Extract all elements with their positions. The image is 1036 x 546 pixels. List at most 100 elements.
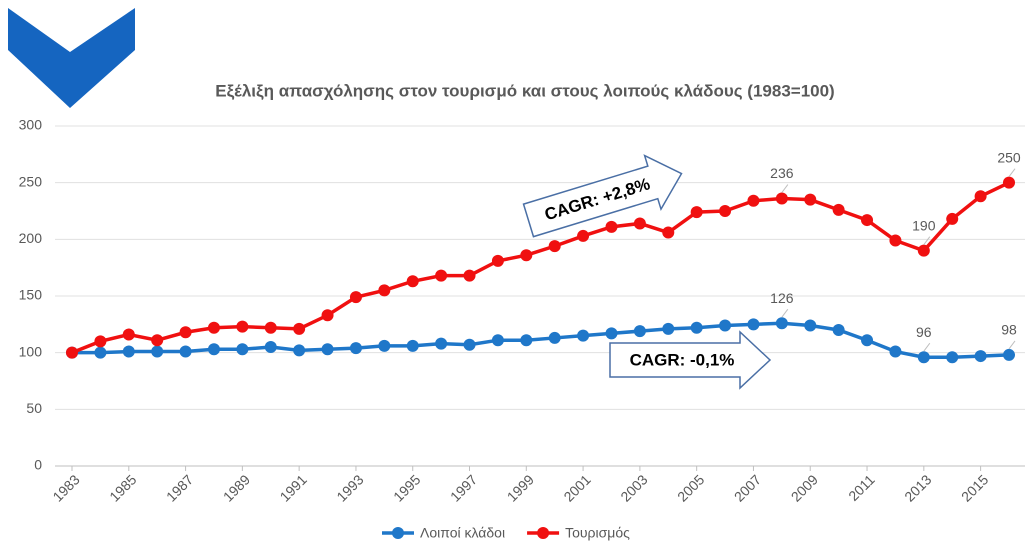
- annotation-arrow: [522, 154, 683, 238]
- legend-label: Λοιποί κλάδοι: [420, 525, 505, 541]
- data-label: 250: [997, 149, 1021, 165]
- data-label: 236: [770, 165, 794, 181]
- data-label: 126: [770, 290, 794, 306]
- point: [719, 205, 732, 217]
- point: [889, 345, 902, 358]
- point: [207, 343, 220, 356]
- label-leader: [1008, 340, 1016, 350]
- point: [662, 226, 675, 239]
- x-tick-label: 1993: [333, 471, 366, 504]
- point: [832, 324, 845, 336]
- label-leader: [781, 184, 789, 193]
- x-tick-label: 1983: [49, 471, 82, 504]
- point: [207, 321, 220, 334]
- logo-chevron: [8, 8, 135, 108]
- y-tick-label: 50: [26, 400, 42, 416]
- label-leader: [923, 236, 931, 245]
- point: [747, 318, 760, 331]
- point: [775, 192, 788, 205]
- point: [1003, 176, 1015, 189]
- x-tick-label: 2011: [845, 471, 878, 504]
- point: [719, 319, 732, 332]
- point: [122, 345, 135, 358]
- point: [321, 343, 334, 356]
- point: [690, 321, 703, 334]
- point: [747, 194, 760, 207]
- point: [633, 325, 646, 338]
- point: [491, 254, 504, 267]
- point: [349, 291, 362, 304]
- point: [463, 338, 476, 351]
- point: [861, 334, 874, 347]
- legend-label: Τουρισμός: [565, 525, 630, 541]
- point: [293, 344, 306, 357]
- point: [861, 214, 874, 227]
- legend-marker: [392, 527, 404, 539]
- point: [917, 351, 930, 364]
- point: [349, 342, 362, 355]
- annotation-text: CAGR: -0,1%: [630, 350, 735, 369]
- point: [917, 244, 930, 257]
- series-line: [71, 181, 1010, 355]
- y-tick-label: 200: [19, 230, 43, 246]
- point: [974, 350, 987, 363]
- point: [94, 335, 107, 348]
- point: [1003, 348, 1015, 361]
- point: [491, 334, 504, 347]
- x-tick-label: 1995: [390, 471, 423, 504]
- data-label: 98: [1001, 322, 1017, 338]
- y-tick-label: 150: [19, 287, 43, 303]
- y-tick-label: 250: [19, 173, 43, 189]
- data-label: 190: [912, 217, 936, 233]
- point: [520, 334, 533, 347]
- point: [264, 321, 277, 334]
- point: [548, 331, 561, 344]
- point: [577, 329, 590, 342]
- x-tick-label: 2007: [731, 471, 764, 504]
- point: [179, 326, 192, 339]
- point: [236, 320, 249, 333]
- point: [605, 220, 618, 233]
- point: [605, 327, 618, 340]
- point: [236, 343, 249, 356]
- point: [406, 339, 419, 352]
- x-tick-label: 1989: [220, 471, 253, 504]
- point: [435, 269, 448, 282]
- point: [378, 284, 391, 297]
- point: [946, 212, 959, 225]
- x-tick-label: 2001: [560, 471, 593, 504]
- chart-title: Εξέλιξη απασχόλησης στον τουρισμό και στ…: [215, 81, 834, 100]
- point: [66, 346, 78, 359]
- point: [946, 351, 959, 364]
- legend-marker: [537, 527, 550, 539]
- x-tick-label: 2013: [901, 471, 934, 504]
- label-leader: [923, 342, 931, 352]
- annotation: CAGR: -0,1%: [609, 330, 772, 390]
- point: [520, 249, 533, 262]
- point: [406, 275, 419, 288]
- point: [775, 317, 788, 330]
- y-tick-label: 300: [19, 117, 43, 133]
- point: [321, 309, 334, 322]
- point: [548, 240, 561, 253]
- label-leader: [1008, 168, 1016, 177]
- point: [435, 337, 448, 350]
- point: [804, 319, 817, 332]
- data-label: 96: [916, 324, 932, 340]
- point: [974, 190, 987, 203]
- point: [94, 346, 107, 359]
- y-tick-label: 0: [34, 457, 42, 473]
- point: [122, 328, 135, 341]
- x-tick-label: 1987: [163, 471, 196, 504]
- point: [832, 203, 845, 216]
- series-line: [72, 321, 1010, 359]
- point: [662, 322, 675, 335]
- x-tick-label: 2003: [617, 471, 650, 504]
- x-tick-label: 1991: [277, 471, 310, 504]
- point: [577, 229, 590, 242]
- point: [633, 217, 646, 230]
- point: [264, 341, 277, 353]
- point: [463, 269, 476, 282]
